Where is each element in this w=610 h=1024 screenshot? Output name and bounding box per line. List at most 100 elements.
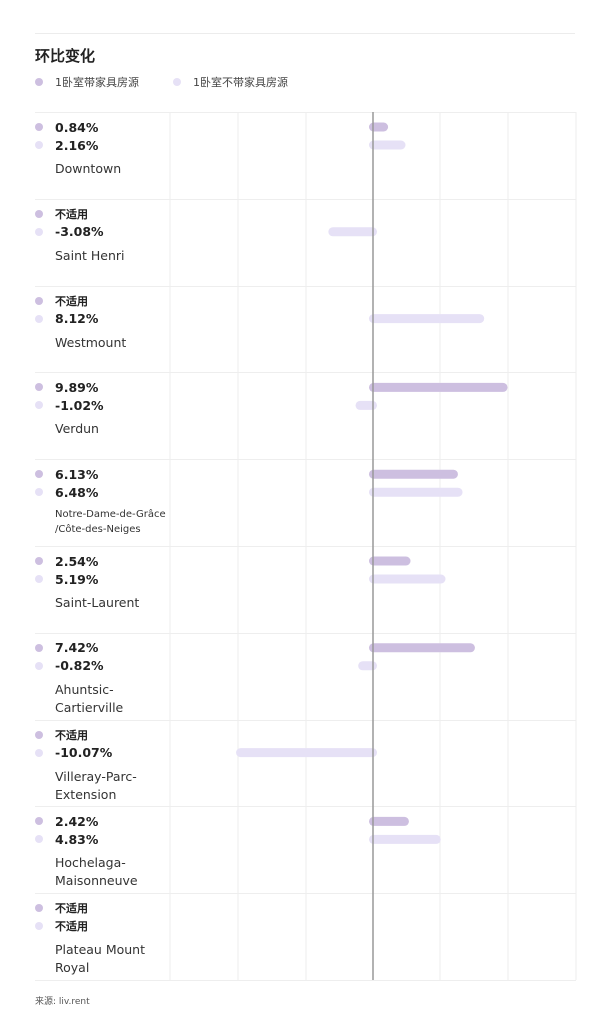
region-name: Hochelaga-Maisonneuve	[55, 855, 138, 889]
region-name: Downtown	[55, 161, 122, 176]
region-name-line: Notre-Dame-de-Grâce	[55, 509, 166, 521]
value-text: 2.54%	[55, 553, 99, 569]
value-label-unfurnished: -1.02%	[35, 396, 175, 414]
value-label-unfurnished: -3.08%	[35, 223, 175, 241]
value-text: -0.82%	[55, 658, 104, 674]
bar-furnished-0	[369, 122, 389, 132]
bar-unfurnished-4	[369, 487, 463, 497]
value-label-unfurnished: -0.82%	[35, 657, 175, 675]
value-label-furnished: 不适用	[35, 205, 175, 223]
series-dot	[35, 488, 43, 497]
value-text: 不适用	[55, 207, 88, 221]
row-label-2: 不适用 8.12% Westmount	[35, 292, 175, 352]
source-note: 来源: liv.rent	[35, 997, 90, 1007]
value-label-furnished: 不适用	[35, 899, 175, 917]
series-dot	[35, 643, 43, 652]
value-text: 6.48%	[55, 484, 99, 500]
row-label-3: 9.89% -1.02% Verdun	[35, 378, 175, 438]
series-dot	[35, 209, 43, 218]
bar-furnished-3	[369, 382, 508, 392]
value-label-furnished: 9.89%	[35, 378, 175, 396]
legend-item-furnished: 1卧室带家具房源	[35, 74, 139, 90]
series-dot	[35, 835, 43, 844]
series-dot	[35, 227, 43, 236]
row-label-0: 0.84% 2.16% Downtown	[35, 118, 175, 178]
series-dot	[35, 557, 43, 565]
legend-label-furnished: 1卧室带家具房源	[55, 76, 139, 89]
region-name: Saint Henri	[55, 247, 125, 263]
series-dot	[35, 296, 43, 305]
value-label-unfurnished: 4.83%	[35, 830, 175, 848]
series-dot	[35, 383, 43, 392]
row-label-4: 6.13% 6.48% Notre-Dame-de-Grâce/Côte-des-N…	[35, 465, 175, 537]
value-label-furnished: 不适用	[35, 726, 175, 744]
bar-furnished-8	[369, 816, 409, 826]
value-text: 5.19%	[55, 571, 99, 587]
bar-unfurnished-5	[369, 574, 446, 584]
legend-item-unfurnished: 1卧室不带家具房源	[173, 74, 288, 90]
legend-swatch-furnished	[35, 78, 43, 86]
bar-furnished-5	[369, 556, 411, 566]
value-text: 不适用	[55, 728, 88, 742]
value-text: 7.42%	[55, 640, 99, 656]
value-text: 4.83%	[55, 831, 99, 847]
value-label-unfurnished: 不适用	[35, 917, 175, 935]
bar-unfurnished-3	[355, 400, 377, 410]
value-text: -10.07%	[55, 745, 113, 761]
value-label-unfurnished: 5.19%	[35, 570, 175, 588]
region-name: Ahuntsic-Cartierville	[55, 681, 124, 715]
value-text: 不适用	[55, 294, 88, 308]
bar-unfurnished-0	[369, 140, 406, 150]
region-name: Notre-Dame-de-Grâce/Côte-des-Neiges	[55, 507, 175, 537]
series-dot	[35, 314, 43, 323]
row-label-1: 不适用 -3.08% Saint Henri	[35, 205, 175, 265]
bar-unfurnished-6	[358, 661, 377, 671]
region-name: Westmount	[55, 334, 127, 350]
series-dot	[35, 470, 43, 479]
value-text: 0.84%	[55, 119, 99, 135]
value-label-furnished: 7.42%	[35, 639, 175, 657]
value-label-furnished: 6.13%	[35, 465, 175, 483]
row-label-8: 2.42% 4.83% Hochelaga-Maisonneuve	[35, 812, 175, 890]
region-name-line: /Côte-des-Neiges	[55, 524, 141, 536]
row-label-9: 不适用 不适用 Plateau Mount Royal	[35, 899, 175, 977]
series-dot	[35, 817, 43, 826]
series-dot	[35, 730, 43, 739]
region-name: Plateau Mount Royal	[55, 942, 145, 976]
value-text: 不适用	[55, 902, 88, 916]
value-text: 8.12%	[55, 311, 99, 327]
legend-swatch-unfurnished	[173, 78, 181, 86]
row-label-7: 不适用 -10.07% Villeray-Parc-Extension	[35, 726, 175, 804]
series-dot	[35, 904, 43, 913]
value-text: 9.89%	[55, 379, 99, 395]
value-label-unfurnished: 6.48%	[35, 483, 175, 501]
bar-unfurnished-8	[369, 834, 441, 844]
region-name: Verdun	[55, 421, 99, 437]
value-label-furnished: 不适用	[35, 292, 175, 310]
bar-furnished-6	[369, 643, 475, 653]
value-label-furnished: 2.42%	[35, 812, 175, 830]
value-text: -1.02%	[55, 397, 104, 413]
value-label-furnished: 0.84%	[35, 118, 175, 136]
bar-furnished-4	[369, 469, 458, 479]
value-text: 不适用	[55, 920, 88, 934]
region-name: Saint-Laurent	[55, 595, 140, 610]
bar-unfurnished-7	[236, 748, 377, 758]
series-dot	[35, 922, 43, 931]
row-label-5: 2.54% 5.19% Saint-Laurent	[35, 552, 175, 612]
value-label-unfurnished: -10.07%	[35, 744, 175, 762]
bar-unfurnished-2	[369, 314, 485, 324]
series-dot	[35, 141, 43, 149]
row-label-6: 7.42% -0.82% Ahuntsic-Cartierville	[35, 639, 175, 717]
series-dot	[35, 575, 43, 583]
value-text: -3.08%	[55, 224, 104, 240]
series-dot	[35, 401, 43, 410]
value-label-unfurnished: 8.12%	[35, 310, 175, 328]
series-dot	[35, 123, 43, 131]
series-dot	[35, 748, 43, 757]
value-text: 2.16%	[55, 137, 99, 153]
bar-unfurnished-1	[328, 227, 377, 237]
value-text: 2.42%	[55, 813, 99, 829]
value-label-furnished: 2.54%	[35, 552, 175, 570]
